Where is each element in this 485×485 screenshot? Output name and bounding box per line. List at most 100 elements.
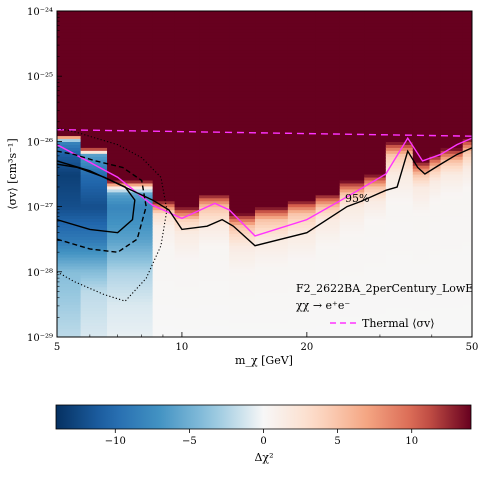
heatmap-cell: [315, 64, 341, 68]
heatmap-cell: [412, 209, 431, 214]
heatmap-cell: [57, 265, 82, 270]
heatmap-cell: [412, 102, 431, 107]
heatmap-cell: [440, 135, 464, 140]
heatmap-cell: [80, 319, 108, 323]
y-tick-label: 10⁻²⁴: [27, 7, 53, 18]
heatmap-cell: [429, 334, 442, 337]
heatmap-cell: [339, 185, 365, 190]
heatmap-cell: [57, 259, 82, 264]
heatmap-cell: [152, 153, 176, 157]
heatmap-cell: [440, 331, 464, 335]
heatmap-cell: [229, 197, 256, 202]
heatmap-cell: [57, 52, 82, 57]
heatmap-cell: [385, 319, 414, 323]
heatmap-cell: [315, 248, 341, 252]
heatmap-cell: [412, 79, 431, 83]
heatmap-cell: [462, 176, 472, 181]
heatmap-cell: [412, 61, 431, 65]
heatmap-cell: [255, 171, 289, 175]
heatmap-cell: [429, 331, 442, 335]
heatmap-cell: [339, 88, 365, 92]
heatmap-cell: [287, 319, 317, 323]
heatmap-cell: [152, 292, 176, 297]
heatmap-cell: [385, 230, 414, 234]
heatmap-cell: [199, 218, 230, 223]
heatmap-cell: [80, 61, 108, 65]
heatmap-cell: [107, 64, 154, 68]
heatmap-cell: [339, 93, 365, 98]
heatmap-cell: [80, 200, 108, 205]
heatmap-cell: [462, 239, 472, 243]
heatmap-cell: [462, 230, 472, 234]
heatmap-cell: [440, 334, 464, 337]
heatmap-cell: [287, 34, 317, 39]
heatmap-cell: [199, 31, 230, 36]
heatmap-cell: [57, 73, 82, 77]
heatmap-cell: [229, 319, 256, 323]
heatmap-cell: [462, 96, 472, 101]
heatmap-cell: [255, 99, 289, 104]
heatmap-cell: [107, 254, 154, 258]
heatmap-cell: [412, 114, 431, 119]
heatmap-cell: [287, 322, 317, 326]
heatmap-cell: [57, 242, 82, 246]
heatmap-cell: [385, 52, 414, 57]
heatmap-cell: [440, 129, 464, 134]
heatmap-cell: [80, 227, 108, 231]
heatmap-cell: [287, 171, 317, 175]
heatmap-cell: [412, 242, 431, 246]
colorbar: −10 −5 0 5 10 Δχ²: [55, 404, 472, 464]
heatmap-cell: [462, 251, 472, 255]
heatmap-cell: [315, 230, 341, 234]
heatmap-cell: [287, 289, 317, 294]
heatmap-cell: [462, 316, 472, 320]
heatmap-cell: [429, 289, 442, 294]
heatmap-cell: [339, 313, 365, 317]
heatmap-cell: [339, 135, 365, 140]
heatmap-cell: [429, 85, 442, 89]
heatmap-cell: [385, 206, 414, 211]
heatmap-cell: [57, 37, 82, 42]
heatmap-cell: [199, 61, 230, 65]
heatmap-cell: [229, 176, 256, 181]
heatmap-cell: [385, 43, 414, 48]
heatmap-cell: [287, 254, 317, 258]
heatmap-cell: [152, 165, 176, 169]
heatmap-cell: [412, 135, 431, 140]
heatmap-cell: [152, 156, 176, 160]
heatmap-cell: [462, 22, 472, 27]
heatmap-cell: [255, 242, 289, 246]
heatmap-cell: [315, 28, 341, 33]
heatmap-cell: [462, 13, 472, 18]
heatmap-cell: [229, 259, 256, 264]
heatmap-cell: [339, 331, 365, 335]
heatmap-cell: [339, 286, 365, 291]
heatmap-cell: [412, 256, 431, 261]
heatmap-cell: [429, 132, 442, 137]
heatmap-cell: [315, 212, 341, 217]
heatmap-cell: [315, 268, 341, 273]
heatmap-cell: [199, 58, 230, 62]
heatmap-cell: [152, 55, 176, 60]
heatmap-cell: [80, 99, 108, 104]
heatmap-cell: [440, 34, 464, 39]
lines: [57, 127, 472, 302]
heatmap-cell: [229, 274, 256, 279]
heatmap-cell: [255, 248, 289, 252]
heatmap-cell: [107, 61, 154, 65]
heatmap-cell: [199, 141, 230, 145]
heatmap-cell: [364, 185, 387, 190]
heatmap-column: [462, 11, 472, 337]
heatmap-cell: [440, 165, 464, 169]
heatmap-cell: [229, 242, 256, 246]
heatmap-cell: [429, 325, 442, 329]
heatmap-cell: [287, 259, 317, 264]
heatmap-cell: [412, 162, 431, 166]
heatmap-cell: [339, 55, 365, 60]
heatmap-cell: [287, 88, 317, 92]
heatmap-cell: [229, 298, 256, 303]
heatmap-cell: [174, 111, 200, 116]
heatmap-cell: [412, 117, 431, 122]
heatmap-cell: [429, 73, 442, 77]
heatmap-cell: [152, 138, 176, 142]
